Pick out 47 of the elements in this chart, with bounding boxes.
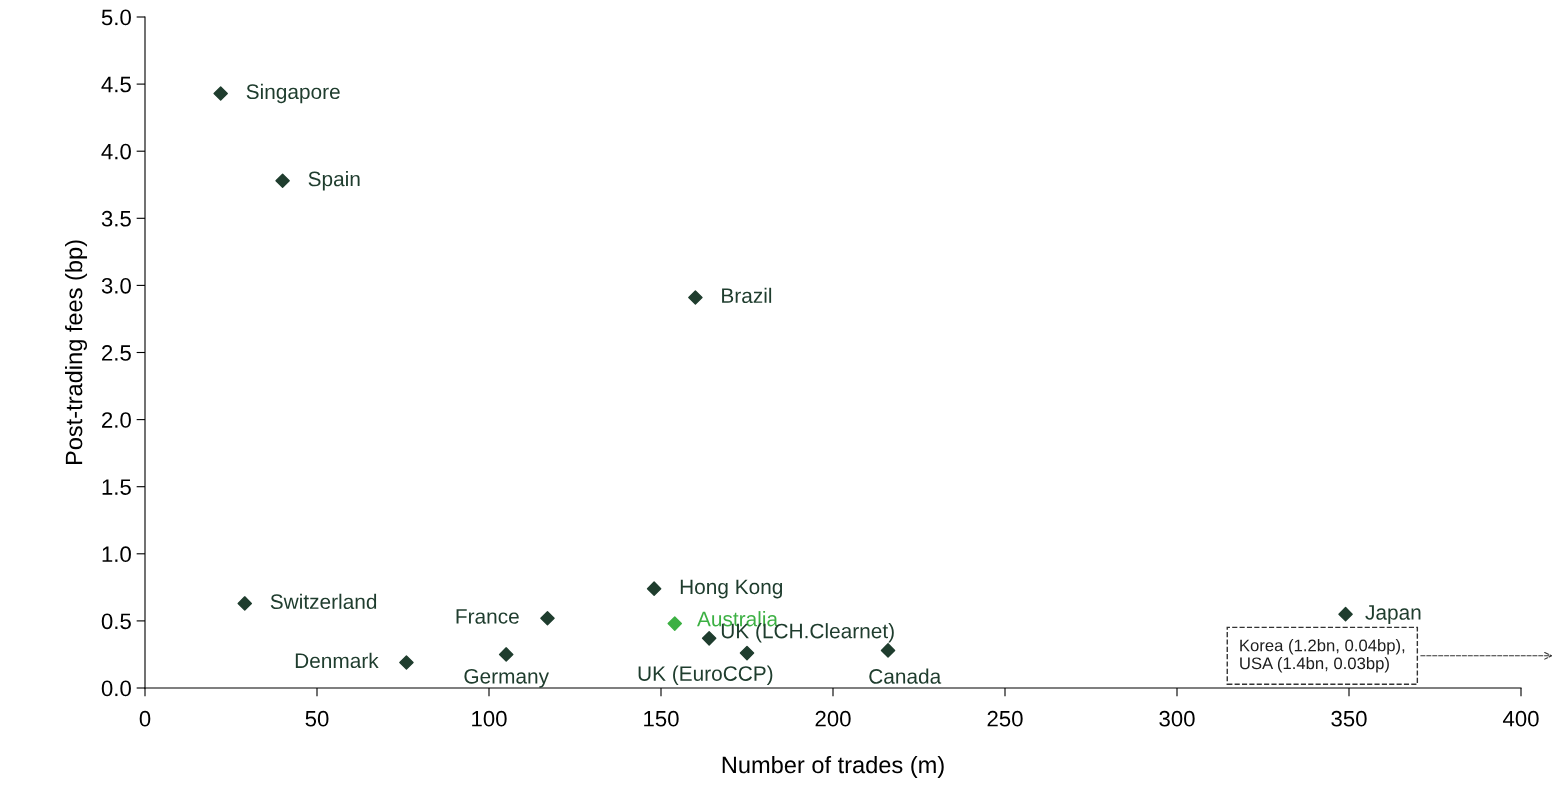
point	[688, 290, 703, 305]
x-tick-label: 50	[305, 710, 329, 727]
series-label: Canada	[869, 668, 942, 684]
point	[237, 596, 253, 611]
x-axis-title: Number of trades (m)	[722, 755, 944, 778]
x-tick-label: 400	[1502, 710, 1539, 727]
point	[540, 610, 555, 626]
series-label: France	[456, 609, 519, 624]
y-tick-label: 1.0	[102, 546, 131, 563]
x-tick-label: 150	[644, 710, 679, 727]
y-axis-title: Post-trading fees (bp)	[65, 240, 88, 465]
series-label: Hong Kong	[680, 579, 783, 599]
series-label: Denmark	[295, 652, 379, 669]
series-label: Switzerland	[270, 593, 377, 610]
x-tick-label: 0	[139, 710, 151, 727]
point	[701, 631, 717, 646]
annotation: Korea (1.2bn, 0.04bp), USA (1.4bn, 0.03bp)	[1240, 639, 1405, 673]
y-tick-label: 0.5	[101, 613, 131, 630]
series-label: Spain	[308, 171, 360, 191]
y-tick-label: 0.0	[101, 680, 131, 697]
point	[1338, 606, 1353, 622]
x-tick-label: 200	[815, 710, 851, 727]
x-tick-label: 300	[1159, 710, 1195, 727]
series-label: Singapore	[246, 83, 340, 104]
series-label: Brazil	[722, 287, 772, 304]
y-tick-label: 4.5	[101, 76, 131, 93]
series-label: UK (EuroCCP)	[638, 665, 773, 686]
y-tick-label: 4.0	[101, 143, 131, 160]
series-label: Germany	[464, 668, 549, 688]
y-tick-label: 2.5	[102, 345, 131, 361]
point	[667, 616, 683, 631]
y-tick-label: 5.0	[101, 9, 131, 26]
y-tick-label: 2.0	[102, 412, 131, 428]
y-tick-label: 3.5	[101, 210, 131, 227]
point	[646, 581, 662, 596]
point	[498, 647, 514, 662]
y-tick-label: 3.0	[101, 277, 131, 294]
point	[275, 173, 290, 189]
point	[213, 86, 228, 101]
point	[880, 643, 896, 658]
x-tick-label: 350	[1331, 710, 1367, 727]
x-tick-label: 250	[987, 710, 1023, 727]
series-label: Japan	[1365, 605, 1421, 624]
point	[739, 645, 755, 661]
x-tick-label: 100	[472, 710, 507, 727]
point	[399, 655, 414, 670]
y-tick-label: 1.5	[102, 479, 131, 495]
